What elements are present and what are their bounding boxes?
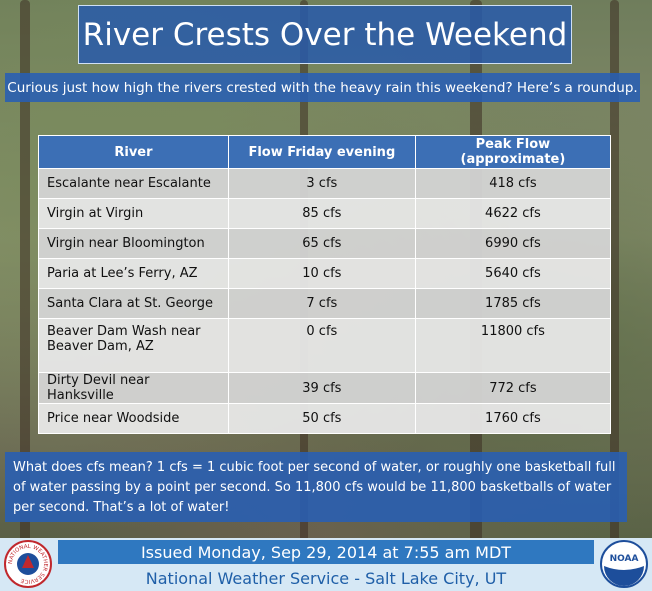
noaa-logo-text: NOAA: [610, 554, 639, 564]
river-name: Escalante near Escalante: [38, 168, 229, 199]
flow-cell: 10 cfs: [227, 258, 416, 289]
table-row: Paria at Lee’s Ferry, AZ 10 cfs 5640 cfs: [38, 258, 612, 289]
column-header: Peak Flow (approximate): [414, 135, 612, 169]
table-row: Dirty Devil near Hanksville 39 cfs 772 cfs: [38, 372, 612, 404]
flow-cell: 3 cfs: [227, 168, 416, 199]
flow-cell: 85 cfs: [227, 198, 416, 229]
river-name: Paria at Lee’s Ferry, AZ: [38, 258, 229, 289]
flow-cell: 772 cfs: [414, 372, 612, 404]
river-name: Santa Clara at St. George: [38, 288, 229, 319]
flow-cell: 11800 cfs: [414, 318, 612, 373]
river-name: Beaver Dam Wash near Beaver Dam, AZ: [38, 318, 229, 373]
table-row: Santa Clara at St. George 7 cfs 1785 cfs: [38, 288, 612, 319]
flow-cell: 1760 cfs: [414, 403, 612, 434]
flow-cell: 1785 cfs: [414, 288, 612, 319]
column-header: River: [38, 135, 229, 169]
flow-cell: 6990 cfs: [414, 228, 612, 259]
office: National Weather Service - Salt Lake Cit…: [145, 568, 507, 588]
flow-cell: 0 cfs: [227, 318, 416, 373]
issued: Issued Monday, Sep 29, 2014 at 7:55 am M…: [58, 540, 594, 564]
river-name: Virgin at Virgin: [38, 198, 229, 229]
table-row: Price near Woodside 50 cfs 1760 cfs: [38, 403, 612, 434]
nws-logo: NATIONAL WEATHER SERVICE: [4, 540, 52, 588]
flow-cell: 39 cfs: [227, 372, 416, 404]
tree-trunk: [610, 0, 619, 591]
tree-trunk: [20, 0, 30, 591]
table-row: Virgin at Virgin 85 cfs 4622 cfs: [38, 198, 612, 229]
table-row: Virgin near Bloomington 65 cfs 6990 cfs: [38, 228, 612, 259]
note: What does cfs mean? 1 cfs = 1 cubic foot…: [5, 452, 627, 522]
flow-cell: 50 cfs: [227, 403, 416, 434]
river-name: Dirty Devil near Hanksville: [38, 372, 229, 404]
flow-cell: 418 cfs: [414, 168, 612, 199]
flow-cell: 65 cfs: [227, 228, 416, 259]
header-row: River Flow Friday evening Peak Flow (appro…: [38, 135, 612, 169]
flow-cell: 4622 cfs: [414, 198, 612, 229]
flow-cell: 7 cfs: [227, 288, 416, 319]
subtitle: Curious just how high the rivers crested…: [5, 73, 640, 102]
column-header: Flow Friday evening: [227, 135, 416, 169]
river-name: Virgin near Bloomington: [38, 228, 229, 259]
title: River Crests Over the Weekend: [78, 5, 572, 64]
noaa-logo: NOAA: [600, 540, 648, 588]
flow-cell: 5640 cfs: [414, 258, 612, 289]
river-table: River Flow Friday evening Peak Flow (appro…: [38, 135, 612, 434]
footer: NATIONAL WEATHER SERVICE Issued Monday, …: [0, 538, 652, 591]
table-row: Escalante near Escalante 3 cfs 418 cfs: [38, 168, 612, 199]
river-name: Price near Woodside: [38, 403, 229, 434]
table-row: Beaver Dam Wash near Beaver Dam, AZ 0 cfs…: [38, 318, 612, 373]
